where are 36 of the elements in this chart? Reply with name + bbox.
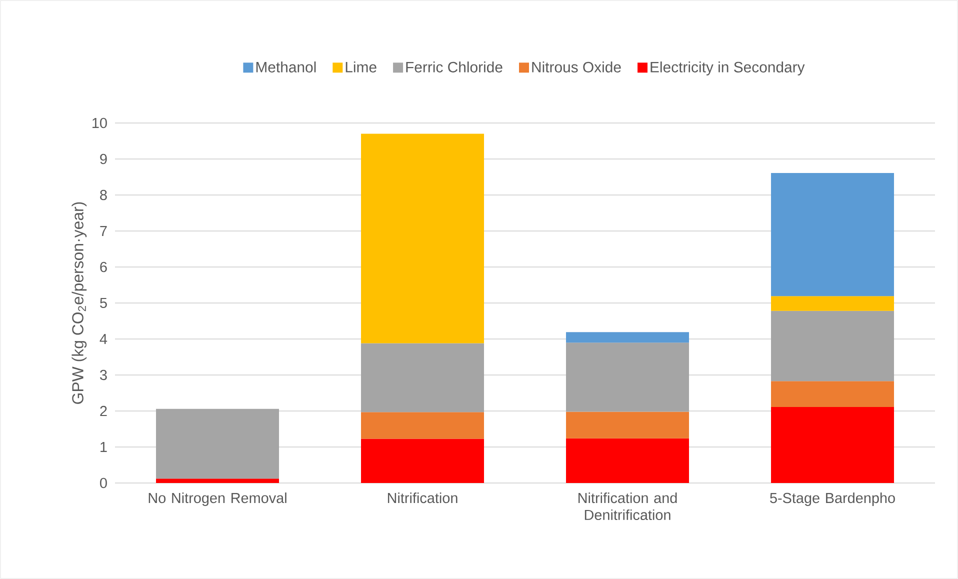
y-tick-label: 3 (100, 370, 107, 380)
bar (566, 438, 690, 483)
bar (771, 381, 894, 408)
legend-label: Methanol (256, 61, 316, 72)
y-tick-label: 6 (100, 262, 107, 272)
y-tick-label: 10 (92, 118, 107, 128)
y-tick-label: 9 (100, 154, 107, 164)
bar (361, 412, 484, 439)
y-tick-label: 7 (100, 226, 107, 236)
legend-label: Nitrous Oxide (532, 61, 621, 72)
bar (566, 342, 690, 412)
bar (771, 296, 894, 311)
bar (771, 310, 894, 382)
legend-label: Ferric Chloride (406, 61, 502, 72)
bar (771, 173, 894, 296)
y-tick-label: 5 (100, 298, 107, 308)
y-tick-label: 4 (100, 334, 108, 344)
x-tick-label: Nitrification and Denitrification (578, 492, 677, 520)
bar (361, 438, 484, 483)
y-tick-label: 1 (100, 442, 107, 452)
bar (156, 408, 280, 479)
y-tick-label: 8 (100, 190, 107, 200)
x-tick-label: 5-Stage Bardenpho (770, 492, 895, 506)
bar (361, 134, 484, 344)
bar (156, 478, 280, 483)
y-axis-title: GPW (kg CO$_{2}$e/person·year) (72, 202, 87, 404)
x-tick-label: No Nitrogen Removal (148, 492, 286, 506)
bar (771, 407, 894, 483)
legend-label: Lime (346, 61, 376, 72)
legend-label: Electricity in Secondary (650, 61, 805, 76)
bar (361, 343, 484, 412)
bar (566, 332, 690, 343)
x-tick-label: Nitrification (388, 492, 458, 504)
y-tick-label: 2 (100, 406, 107, 416)
y-tick-label: 0 (100, 478, 107, 488)
bar (566, 412, 690, 438)
